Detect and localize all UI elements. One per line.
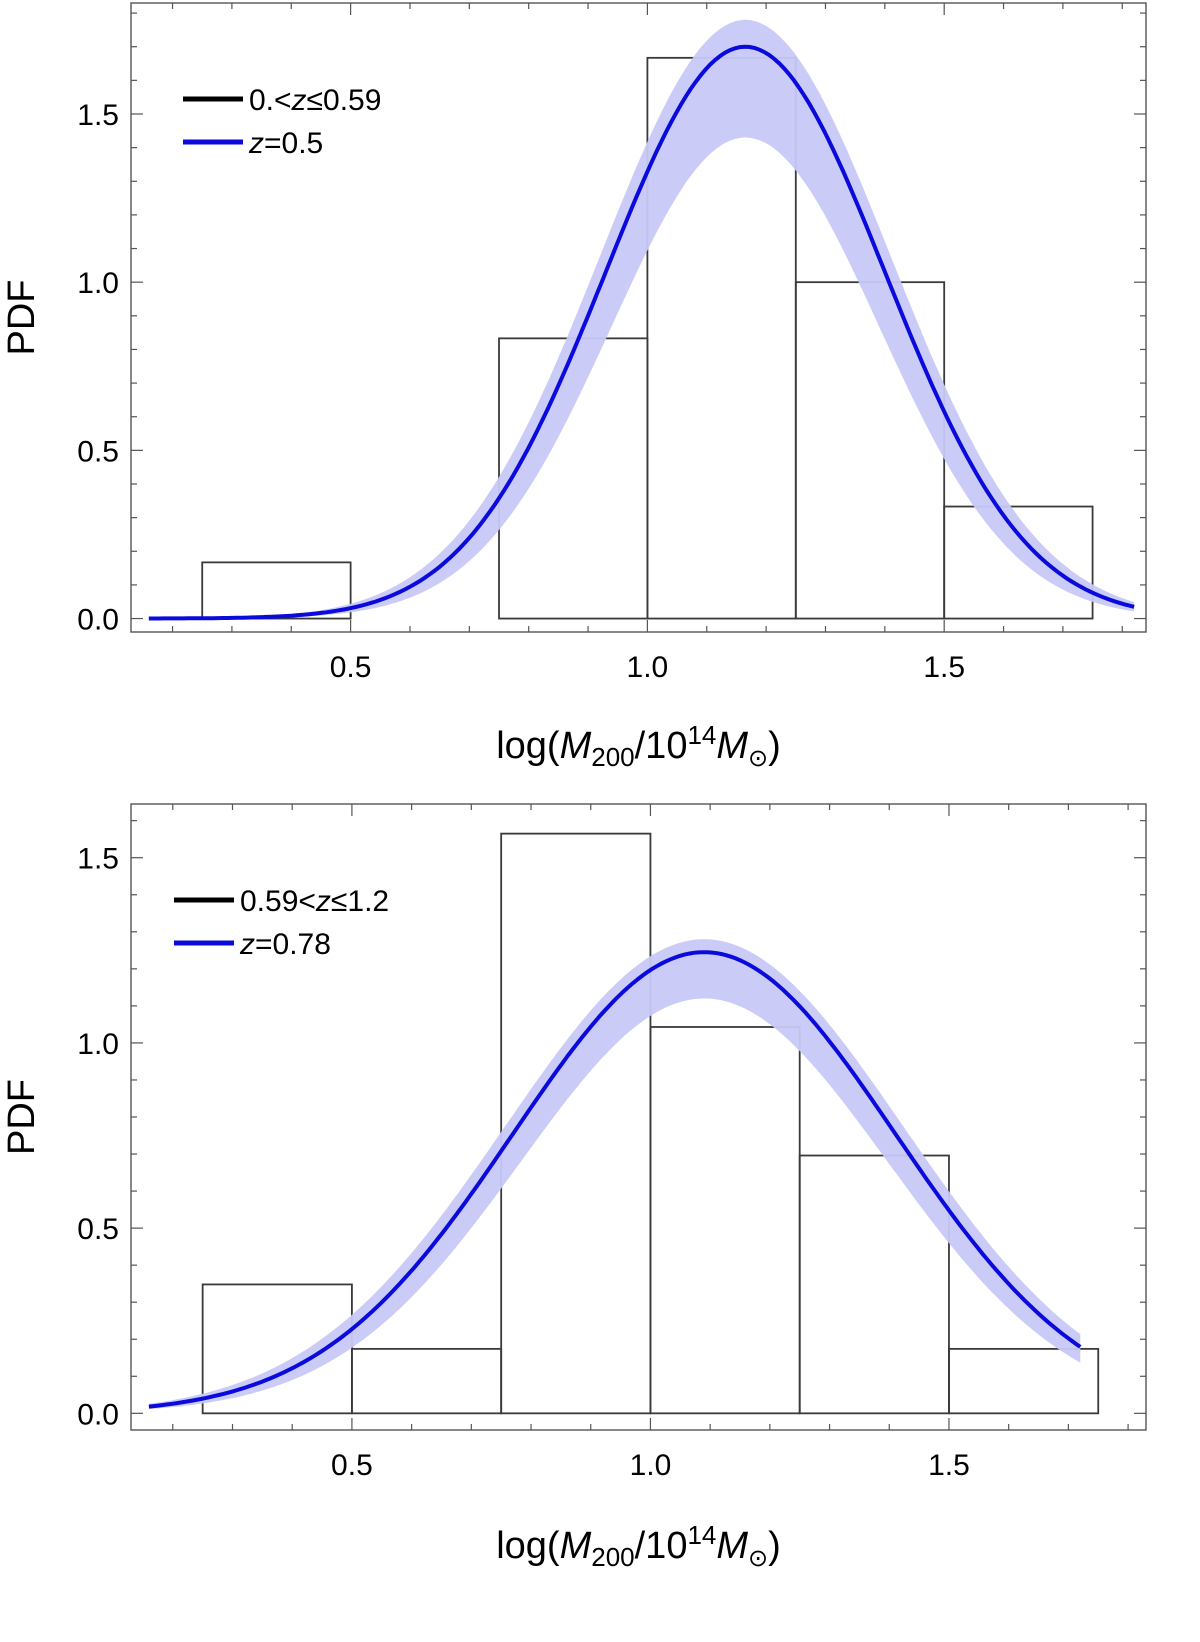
x-label-part: M — [560, 725, 592, 767]
x-tick-label: 0.5 — [331, 1449, 373, 1482]
y-tick-label: 0.5 — [77, 1213, 119, 1246]
x-label-part: M — [716, 1525, 748, 1567]
x-axis-label: log(M200/1014M⊙) — [496, 1520, 781, 1572]
x-label-part: /10 — [635, 1525, 688, 1567]
x-label-subscript: 200 — [591, 742, 634, 772]
y-axis-label: PDF — [1, 1079, 43, 1155]
legend-label-2: z=0.78 — [239, 928, 331, 961]
histogram-bar-2 — [351, 1347, 503, 1415]
ticks — [131, 3, 1146, 632]
legend: 0.59<z≤1.2z=0.78 — [174, 885, 389, 961]
histogram-bar-1 — [201, 561, 352, 620]
y-tick-label: 0.0 — [77, 604, 119, 637]
legend-text: ≤0.59 — [307, 84, 382, 117]
x-label-subscript: ⊙ — [748, 745, 768, 772]
x-tick-label: 1.0 — [630, 1449, 672, 1482]
x-label-superscript: 14 — [687, 720, 716, 750]
x-label-part: ) — [768, 725, 781, 767]
x-label-superscript: 14 — [687, 1520, 716, 1550]
model-curve — [148, 44, 1135, 621]
legend-text: =0.5 — [264, 127, 323, 160]
plot-area — [148, 832, 1100, 1415]
legend-text: z — [315, 885, 331, 918]
histogram — [201, 832, 1100, 1415]
x-label-part: ) — [768, 1525, 781, 1567]
y-tick-label: 1.0 — [77, 267, 119, 300]
y-tick-label: 0.0 — [77, 1398, 119, 1431]
x-tick-label: 1.0 — [627, 651, 669, 684]
y-axis-label: PDF — [1, 280, 43, 356]
x-tick-label: 0.5 — [330, 651, 372, 684]
histogram-bar-5 — [794, 281, 946, 620]
y-tick-label: 1.5 — [77, 843, 119, 876]
y-tick-label: 1.0 — [77, 1028, 119, 1061]
y-tick-label: 0.5 — [77, 435, 119, 468]
legend-text: z — [239, 928, 255, 961]
x-label-subscript: ⊙ — [748, 1545, 768, 1572]
x-label-part: log( — [496, 1525, 560, 1567]
ticks — [131, 804, 1146, 1430]
x-label-part: M — [560, 1525, 592, 1567]
legend-label-1: 0.<z≤0.59 — [249, 84, 381, 117]
plot-area — [148, 19, 1135, 621]
chart-panel-1: 0.5 1.0 1.50.00.51.01.5PDFlog(M200/1014M⊙)… — [1, 2, 1147, 772]
x-label-part: log( — [496, 725, 560, 767]
legend-text: 0.< — [249, 84, 292, 117]
y-tick-label: 1.5 — [77, 99, 119, 132]
legend-text: z — [291, 84, 307, 117]
x-label-part: /10 — [635, 725, 688, 767]
legend-label-1: 0.59<z≤1.2 — [240, 885, 389, 918]
x-label-part: M — [716, 725, 748, 767]
uncertainty-band — [148, 939, 1081, 1410]
legend-text: z — [248, 127, 264, 160]
legend-text: =0.78 — [255, 928, 331, 961]
legend: 0.<z≤0.59z=0.5 — [183, 84, 381, 160]
histogram-bar-6 — [943, 505, 1094, 620]
histogram-bar-5 — [798, 1154, 950, 1415]
legend-text: 0.59< — [240, 885, 316, 918]
chart-panel-2: 0.5 1.0 1.50.00.51.01.5PDFlog(M200/1014M⊙)… — [1, 803, 1147, 1572]
uncertainty-band — [148, 19, 1135, 619]
plot-frame — [130, 2, 1147, 633]
model-curve — [148, 950, 1082, 1409]
x-axis-label: log(M200/1014M⊙) — [496, 720, 781, 772]
histogram-bar-6 — [948, 1347, 1100, 1415]
x-label-subscript: 200 — [591, 1542, 634, 1572]
x-tick-label: 1.5 — [928, 1449, 970, 1482]
legend-label-2: z=0.5 — [248, 127, 323, 160]
x-tick-label: 1.5 — [923, 651, 965, 684]
legend-text: ≤1.2 — [331, 885, 389, 918]
histogram-bar-4 — [649, 1026, 801, 1415]
